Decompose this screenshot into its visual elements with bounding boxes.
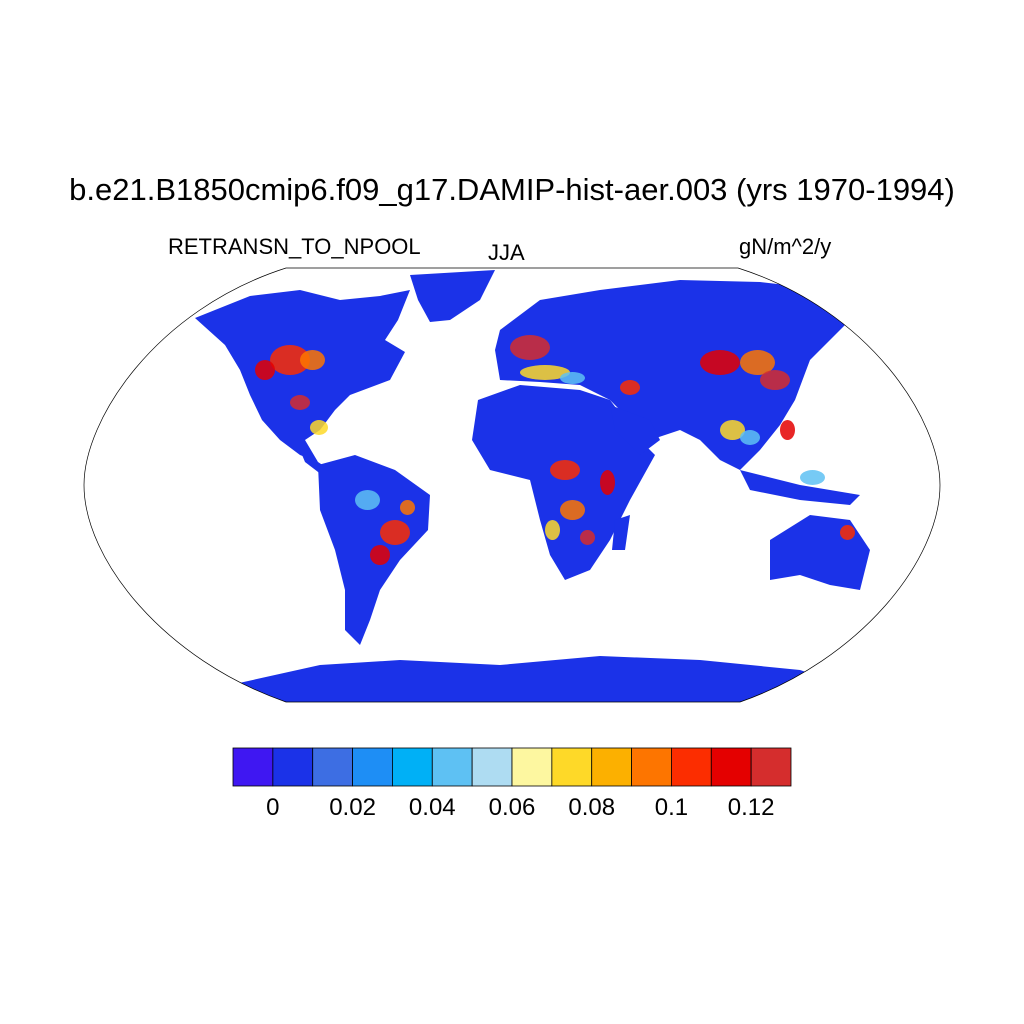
high-value-patch: [560, 500, 585, 520]
high-value-patch: [800, 470, 825, 485]
colorbar-tick-label: 0.1: [654, 794, 689, 821]
colorbar-swatch: [352, 747, 393, 787]
high-value-patch: [720, 420, 745, 440]
colorbar-swatch: [591, 747, 632, 787]
madagascar-landmass: [612, 515, 630, 550]
variable-label: RETRANSN_TO_NPOOL: [168, 234, 421, 259]
colorbar-tick-label: 0.08: [568, 794, 616, 821]
land-layer: [180, 270, 870, 702]
colorbar-swatch: [232, 747, 274, 787]
colorbar-swatch: [392, 747, 433, 787]
high-value-patch: [255, 360, 275, 380]
high-value-patch: [580, 530, 595, 545]
high-value-patch: [300, 350, 325, 370]
africa-landmass: [472, 385, 655, 580]
high-value-patch: [510, 335, 550, 360]
colorbar-tick-label: 0.04: [408, 794, 456, 821]
antarctica-landmass: [180, 656, 860, 702]
north-america-landmass: [195, 290, 410, 462]
colorbar-swatch: [272, 747, 314, 787]
high-value-patch: [740, 430, 760, 445]
indonesia-landmass: [740, 470, 860, 505]
high-value-patch: [380, 520, 410, 545]
season-label: JJA: [488, 240, 525, 265]
colorbar-tick-label: 0.12: [727, 794, 775, 821]
australia-landmass: [770, 515, 870, 590]
colorbar-swatch: [511, 747, 553, 787]
colorbar-tick-label: 0: [266, 794, 280, 821]
colorbar: [232, 747, 792, 787]
globe-outline: [83, 267, 941, 703]
high-value-patch: [840, 525, 855, 540]
colorbar-swatch: [750, 747, 792, 787]
units-label: gN/m^2/y: [739, 234, 832, 259]
high-value-patch: [550, 460, 580, 480]
plot-title: b.e21.B1850cmip6.f09_g17.DAMIP-hist-aer.…: [69, 172, 955, 207]
high-value-patch: [780, 420, 795, 440]
colorbar-swatch: [471, 747, 513, 787]
high-value-patch: [545, 520, 560, 540]
colorbar-swatch: [312, 747, 353, 787]
colorbar-swatch: [431, 747, 473, 787]
high-value-patch: [355, 490, 380, 510]
high-value-patch: [760, 370, 790, 390]
high-value-patch: [520, 365, 570, 380]
high-value-patch: [370, 545, 390, 565]
colorbar-swatch: [710, 747, 752, 787]
arabia-landmass: [610, 405, 660, 455]
high-value-patch: [310, 420, 328, 435]
high-value-patch: [740, 350, 775, 375]
high-value-patch: [560, 372, 585, 384]
colorbar-swatch: [551, 747, 593, 787]
high-value-patch: [400, 500, 415, 515]
colorbar-tick-label: 0.02: [329, 794, 376, 821]
eurasia-landmass: [495, 280, 850, 470]
high-value-patch: [700, 350, 740, 375]
colorbar-swatch: [631, 747, 672, 787]
greenland-landmass: [410, 270, 495, 322]
high-value-patch: [620, 380, 640, 395]
high-value-patch: [600, 470, 615, 495]
high-value-patch: [290, 395, 310, 410]
high-value-patches: [255, 335, 855, 565]
colorbar-swatch: [671, 747, 712, 787]
high-value-patch: [270, 345, 310, 375]
colorbar-tick-label: 0.06: [488, 794, 536, 821]
